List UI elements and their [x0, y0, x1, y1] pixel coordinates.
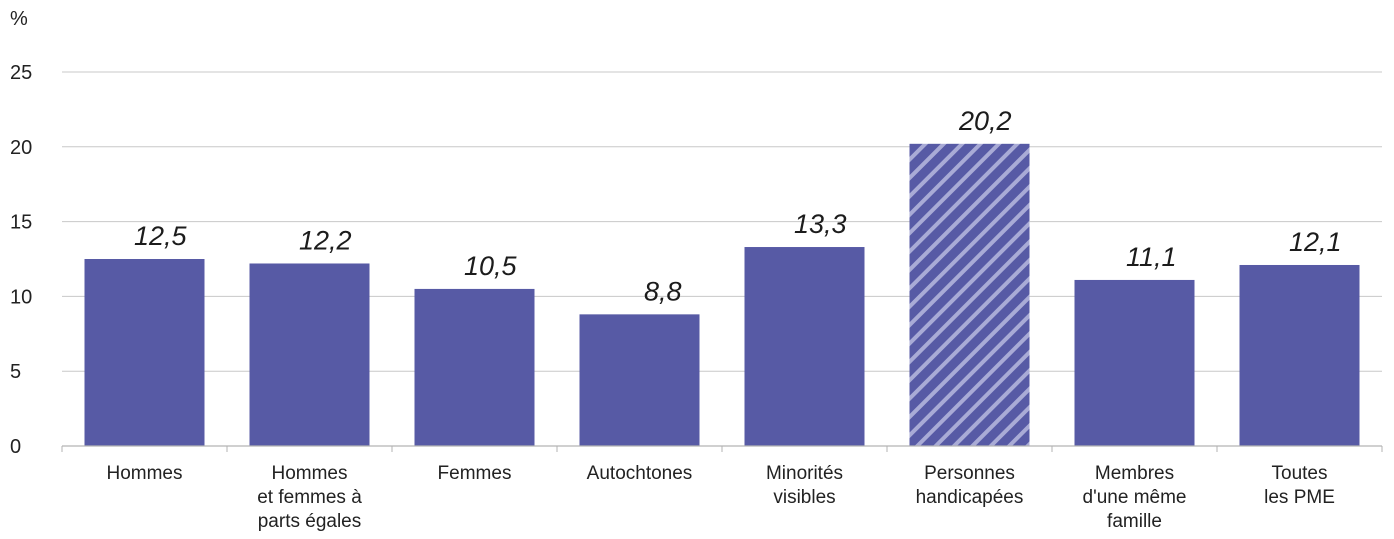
- category-label: Toutes les PME: [1264, 463, 1335, 508]
- data-label: 12,5: [134, 221, 188, 251]
- data-label: 8,8: [644, 276, 682, 306]
- y-tick-label: 25: [10, 62, 32, 84]
- category-label-line: les PME: [1264, 487, 1335, 508]
- x-axis: [61, 445, 1383, 452]
- bar: [249, 263, 370, 446]
- data-label: 12,1: [1289, 227, 1342, 257]
- category-label-line: Hommes: [271, 463, 347, 484]
- data-label: 11,1: [1126, 242, 1177, 272]
- category-label-line: Autochtones: [587, 463, 693, 484]
- category-labels: Hommes Hommes et femmes à parts égales Femme…: [106, 463, 1334, 532]
- category-label-line: Personnes: [924, 463, 1015, 484]
- bar: [414, 288, 535, 446]
- data-label: 20,2: [958, 106, 1012, 136]
- y-tick-label: 10: [10, 286, 32, 308]
- category-label: Hommes et femmes à parts égales: [257, 463, 362, 532]
- bar: [579, 314, 700, 446]
- bar: [909, 143, 1030, 447]
- category-label-line: Femmes: [438, 463, 512, 484]
- category-label: Autochtones: [587, 463, 693, 484]
- y-axis-unit-label: %: [10, 8, 28, 30]
- category-label-line: Toutes: [1272, 463, 1328, 484]
- bar: [744, 247, 865, 446]
- category-label-line: handicapées: [916, 487, 1024, 508]
- y-tick-label: 0: [10, 436, 21, 458]
- category-label-line: famille: [1107, 511, 1162, 532]
- y-tick-label: 5: [10, 361, 21, 383]
- data-labels: 12,5 12,2 10,5 8,8 13,3 20,2 11,1 12,1: [134, 106, 1342, 307]
- y-tick-label: 20: [10, 137, 32, 159]
- category-label: Membres d'une même famille: [1083, 463, 1187, 532]
- category-label: Personnes handicapées: [916, 463, 1024, 508]
- data-label: 12,2: [299, 225, 352, 255]
- category-label-line: et femmes à: [257, 487, 362, 508]
- bar: [1239, 264, 1360, 446]
- category-label-line: Membres: [1095, 463, 1174, 484]
- category-label-line: parts égales: [258, 511, 362, 532]
- category-label-line: Hommes: [106, 463, 182, 484]
- category-label-line: visibles: [773, 487, 835, 508]
- data-label: 13,3: [794, 209, 847, 239]
- bar: [1074, 279, 1195, 446]
- category-label: Hommes: [106, 463, 182, 484]
- y-axis-ticks: 0 5 10 15 20 25: [10, 62, 32, 458]
- data-label: 10,5: [464, 251, 518, 281]
- bar: [84, 259, 205, 446]
- category-label-line: Minorités: [766, 463, 843, 484]
- bars: [84, 143, 1360, 447]
- y-tick-label: 15: [10, 212, 32, 234]
- category-label: Femmes: [438, 463, 512, 484]
- category-label-line: d'une même: [1083, 487, 1187, 508]
- category-label: Minorités visibles: [766, 463, 843, 508]
